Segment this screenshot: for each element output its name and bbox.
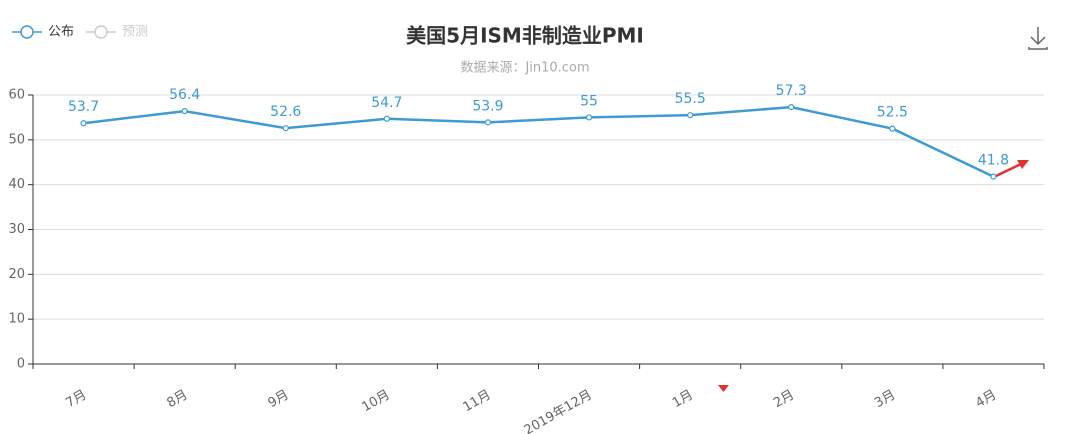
marker-triangle (718, 385, 729, 392)
data-label: 55 (580, 93, 598, 109)
data-point (383, 115, 390, 122)
download-glyph (1028, 27, 1048, 50)
data-point (687, 112, 694, 119)
legend-label: 公布 (48, 25, 74, 40)
y-tick-label: 20 (8, 267, 25, 282)
x-tick-label: 1月 (670, 388, 696, 412)
x-tick-label: 4月 (973, 388, 999, 412)
data-label: 56.4 (169, 87, 200, 103)
data-label: 54.7 (371, 95, 402, 111)
data-point (788, 104, 795, 111)
y-tick-label: 30 (8, 222, 25, 237)
data-label: 52.6 (270, 104, 301, 120)
data-point (585, 114, 593, 121)
series-line (83, 105, 994, 178)
chart-title: 美国5月ISM非制造业PMI (406, 24, 644, 48)
x-tick-label: 2月 (771, 388, 797, 412)
data-point (181, 108, 188, 115)
y-tick-label: 60 (8, 88, 25, 103)
data-point (80, 120, 87, 127)
data-point (282, 125, 289, 132)
x-tick-label: 11月 (461, 388, 494, 416)
y-tick-label: 0 (17, 357, 25, 372)
legend-symbol (20, 25, 34, 39)
x-tick-label: 10月 (360, 388, 393, 416)
trend-arrow-head (1017, 160, 1029, 169)
data-label: 53.9 (472, 98, 503, 114)
legend-item[interactable]: 预测 (86, 25, 148, 40)
legend-label: 预测 (122, 25, 148, 40)
data-point (484, 119, 492, 126)
data-point (990, 173, 997, 180)
download-icon[interactable] (1028, 27, 1048, 50)
data-label: 41.8 (978, 153, 1009, 169)
x-tick-label: 7月 (63, 388, 89, 412)
y-tick-label: 50 (8, 132, 25, 147)
data-label: 57.3 (776, 83, 807, 99)
x-tick-label: 2019年12月 (522, 388, 595, 434)
data-label: 52.5 (877, 105, 908, 121)
x-tick-label: 3月 (872, 388, 898, 412)
trend-arrow (995, 162, 1022, 178)
y-tick-label: 10 (8, 312, 25, 327)
data-label: 55.5 (675, 91, 706, 107)
legend-symbol (94, 25, 108, 39)
legend-item[interactable]: 公布 (12, 25, 74, 40)
x-tick-label: 8月 (164, 388, 190, 412)
chart-subtitle: 数据来源：Jin10.com (460, 61, 589, 76)
data-point (889, 125, 896, 132)
y-tick-label: 40 (8, 177, 25, 192)
x-tick-label: 9月 (266, 388, 292, 412)
data-label: 53.7 (68, 99, 99, 115)
